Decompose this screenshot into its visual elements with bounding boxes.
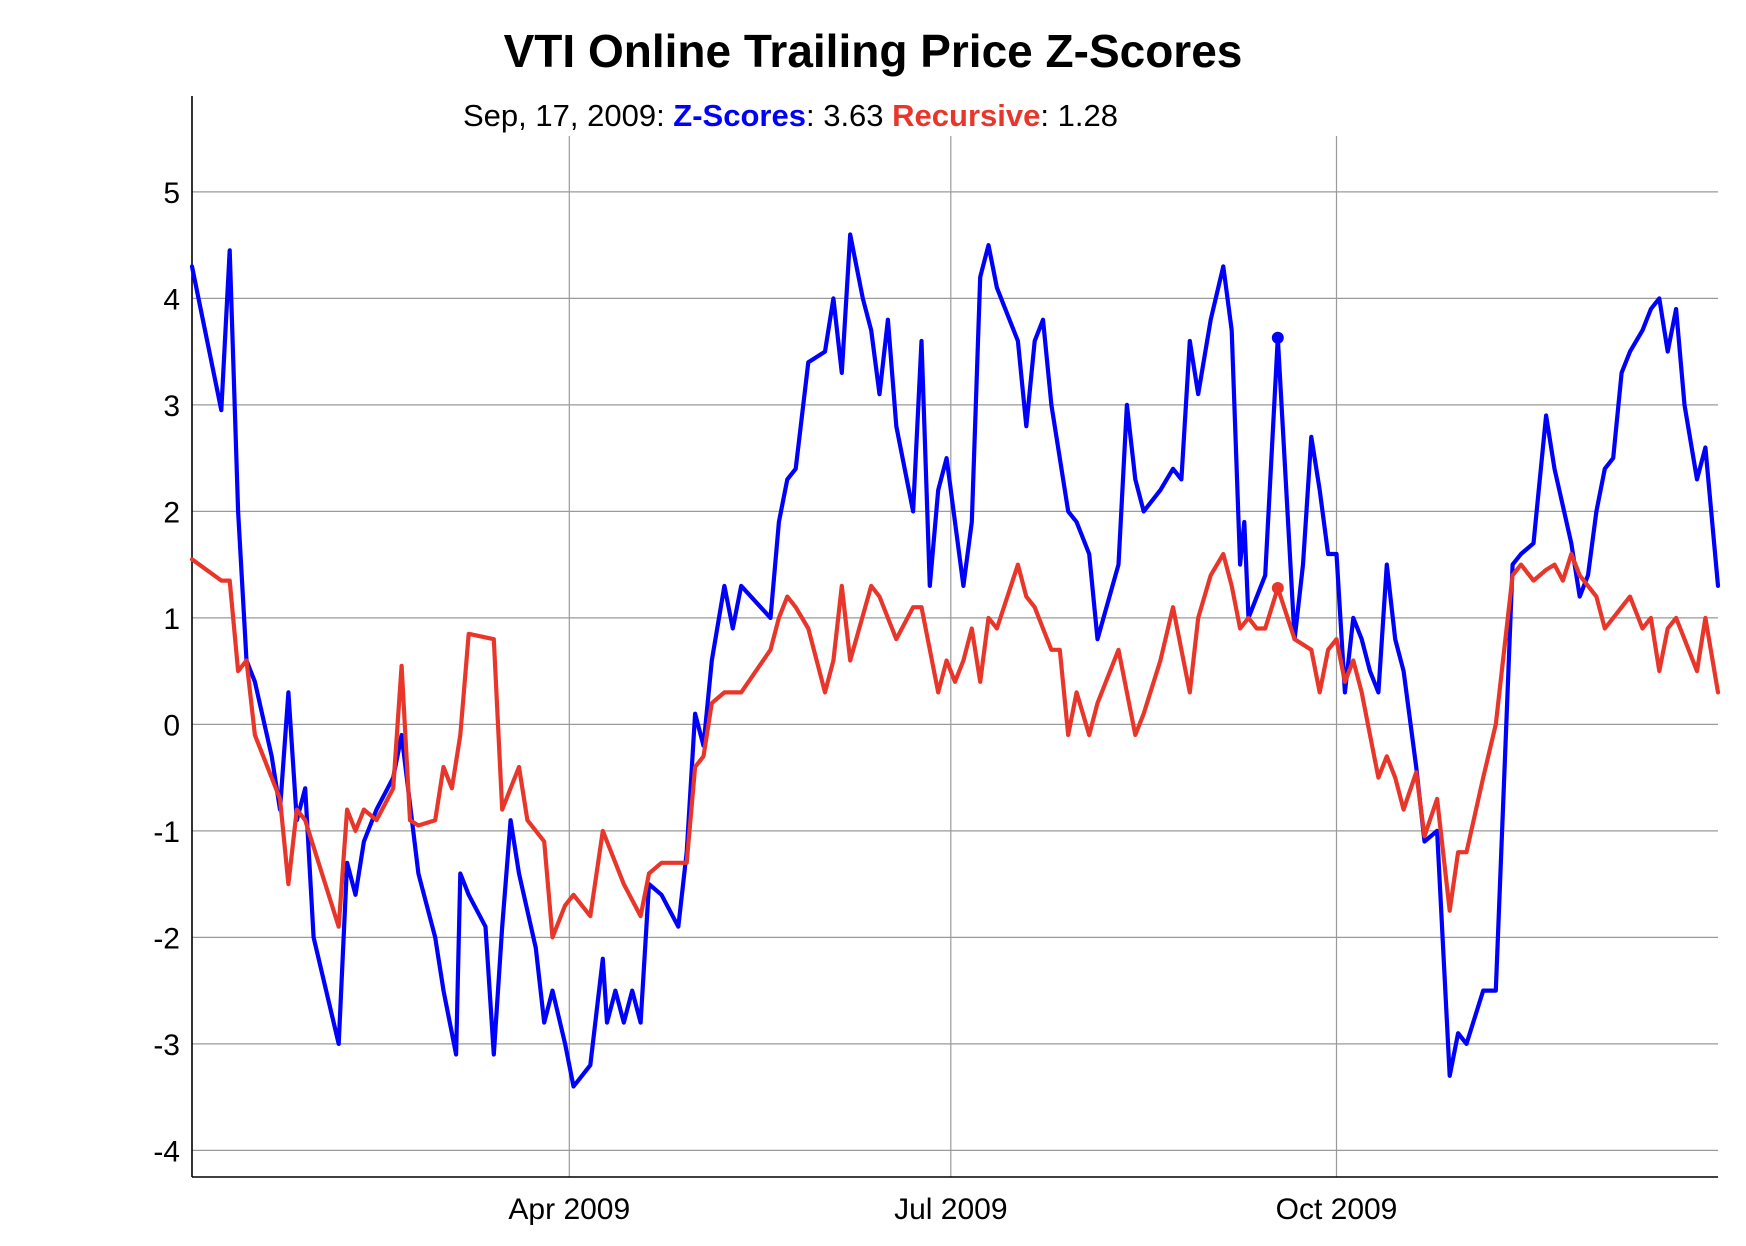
legend-line: Sep, 17, 2009: Z-Scores: 3.63 Recursive:…	[463, 98, 1118, 134]
legend-separator: :	[1040, 98, 1058, 133]
y-tick-label: 3	[163, 390, 180, 423]
y-tick-label: 2	[163, 496, 180, 529]
axes	[191, 96, 1718, 1178]
recursive-series-line[interactable]	[189, 551, 1721, 940]
y-tick-label: 5	[163, 177, 180, 210]
legend-separator: :	[805, 98, 824, 133]
zscores-series-line[interactable]	[189, 232, 1721, 1089]
chart-title: VTI Online Trailing Price Z-Scores	[503, 25, 1243, 77]
highlight-markers	[1271, 331, 1284, 595]
y-tick-label: -2	[153, 922, 180, 955]
legend-zscores-label[interactable]: Z-Scores	[673, 98, 806, 133]
legend-recursive-label[interactable]: Recursive	[892, 98, 1041, 133]
y-tick-label: 1	[163, 603, 180, 636]
zscores-highlight-point	[1271, 331, 1284, 344]
x-tick-label: Jul 2009	[894, 1193, 1007, 1226]
series-lines[interactable]	[189, 232, 1721, 1089]
legend-date: Sep, 17, 2009	[463, 98, 657, 133]
y-tick-label: 4	[163, 283, 180, 316]
y-tick-label: -3	[153, 1029, 180, 1062]
tick-labels: -4 -3 -2 -1 0 1 2 3 4 5 Apr 2009 Jul 2009 Oct 2009	[153, 177, 1397, 1226]
x-tick-label: Oct 2009	[1276, 1193, 1398, 1226]
x-tick-label: Apr 2009	[508, 1193, 630, 1226]
y-tick-label: -1	[153, 816, 180, 849]
legend-zscores-value: 3.63	[823, 98, 884, 133]
legend-recursive-value: 1.28	[1057, 98, 1118, 133]
y-tick-label: 0	[163, 709, 180, 742]
legend-separator: :	[656, 98, 674, 133]
y-tick-label: -4	[153, 1135, 180, 1168]
recursive-highlight-point	[1271, 582, 1284, 595]
grid	[192, 136, 1718, 1177]
